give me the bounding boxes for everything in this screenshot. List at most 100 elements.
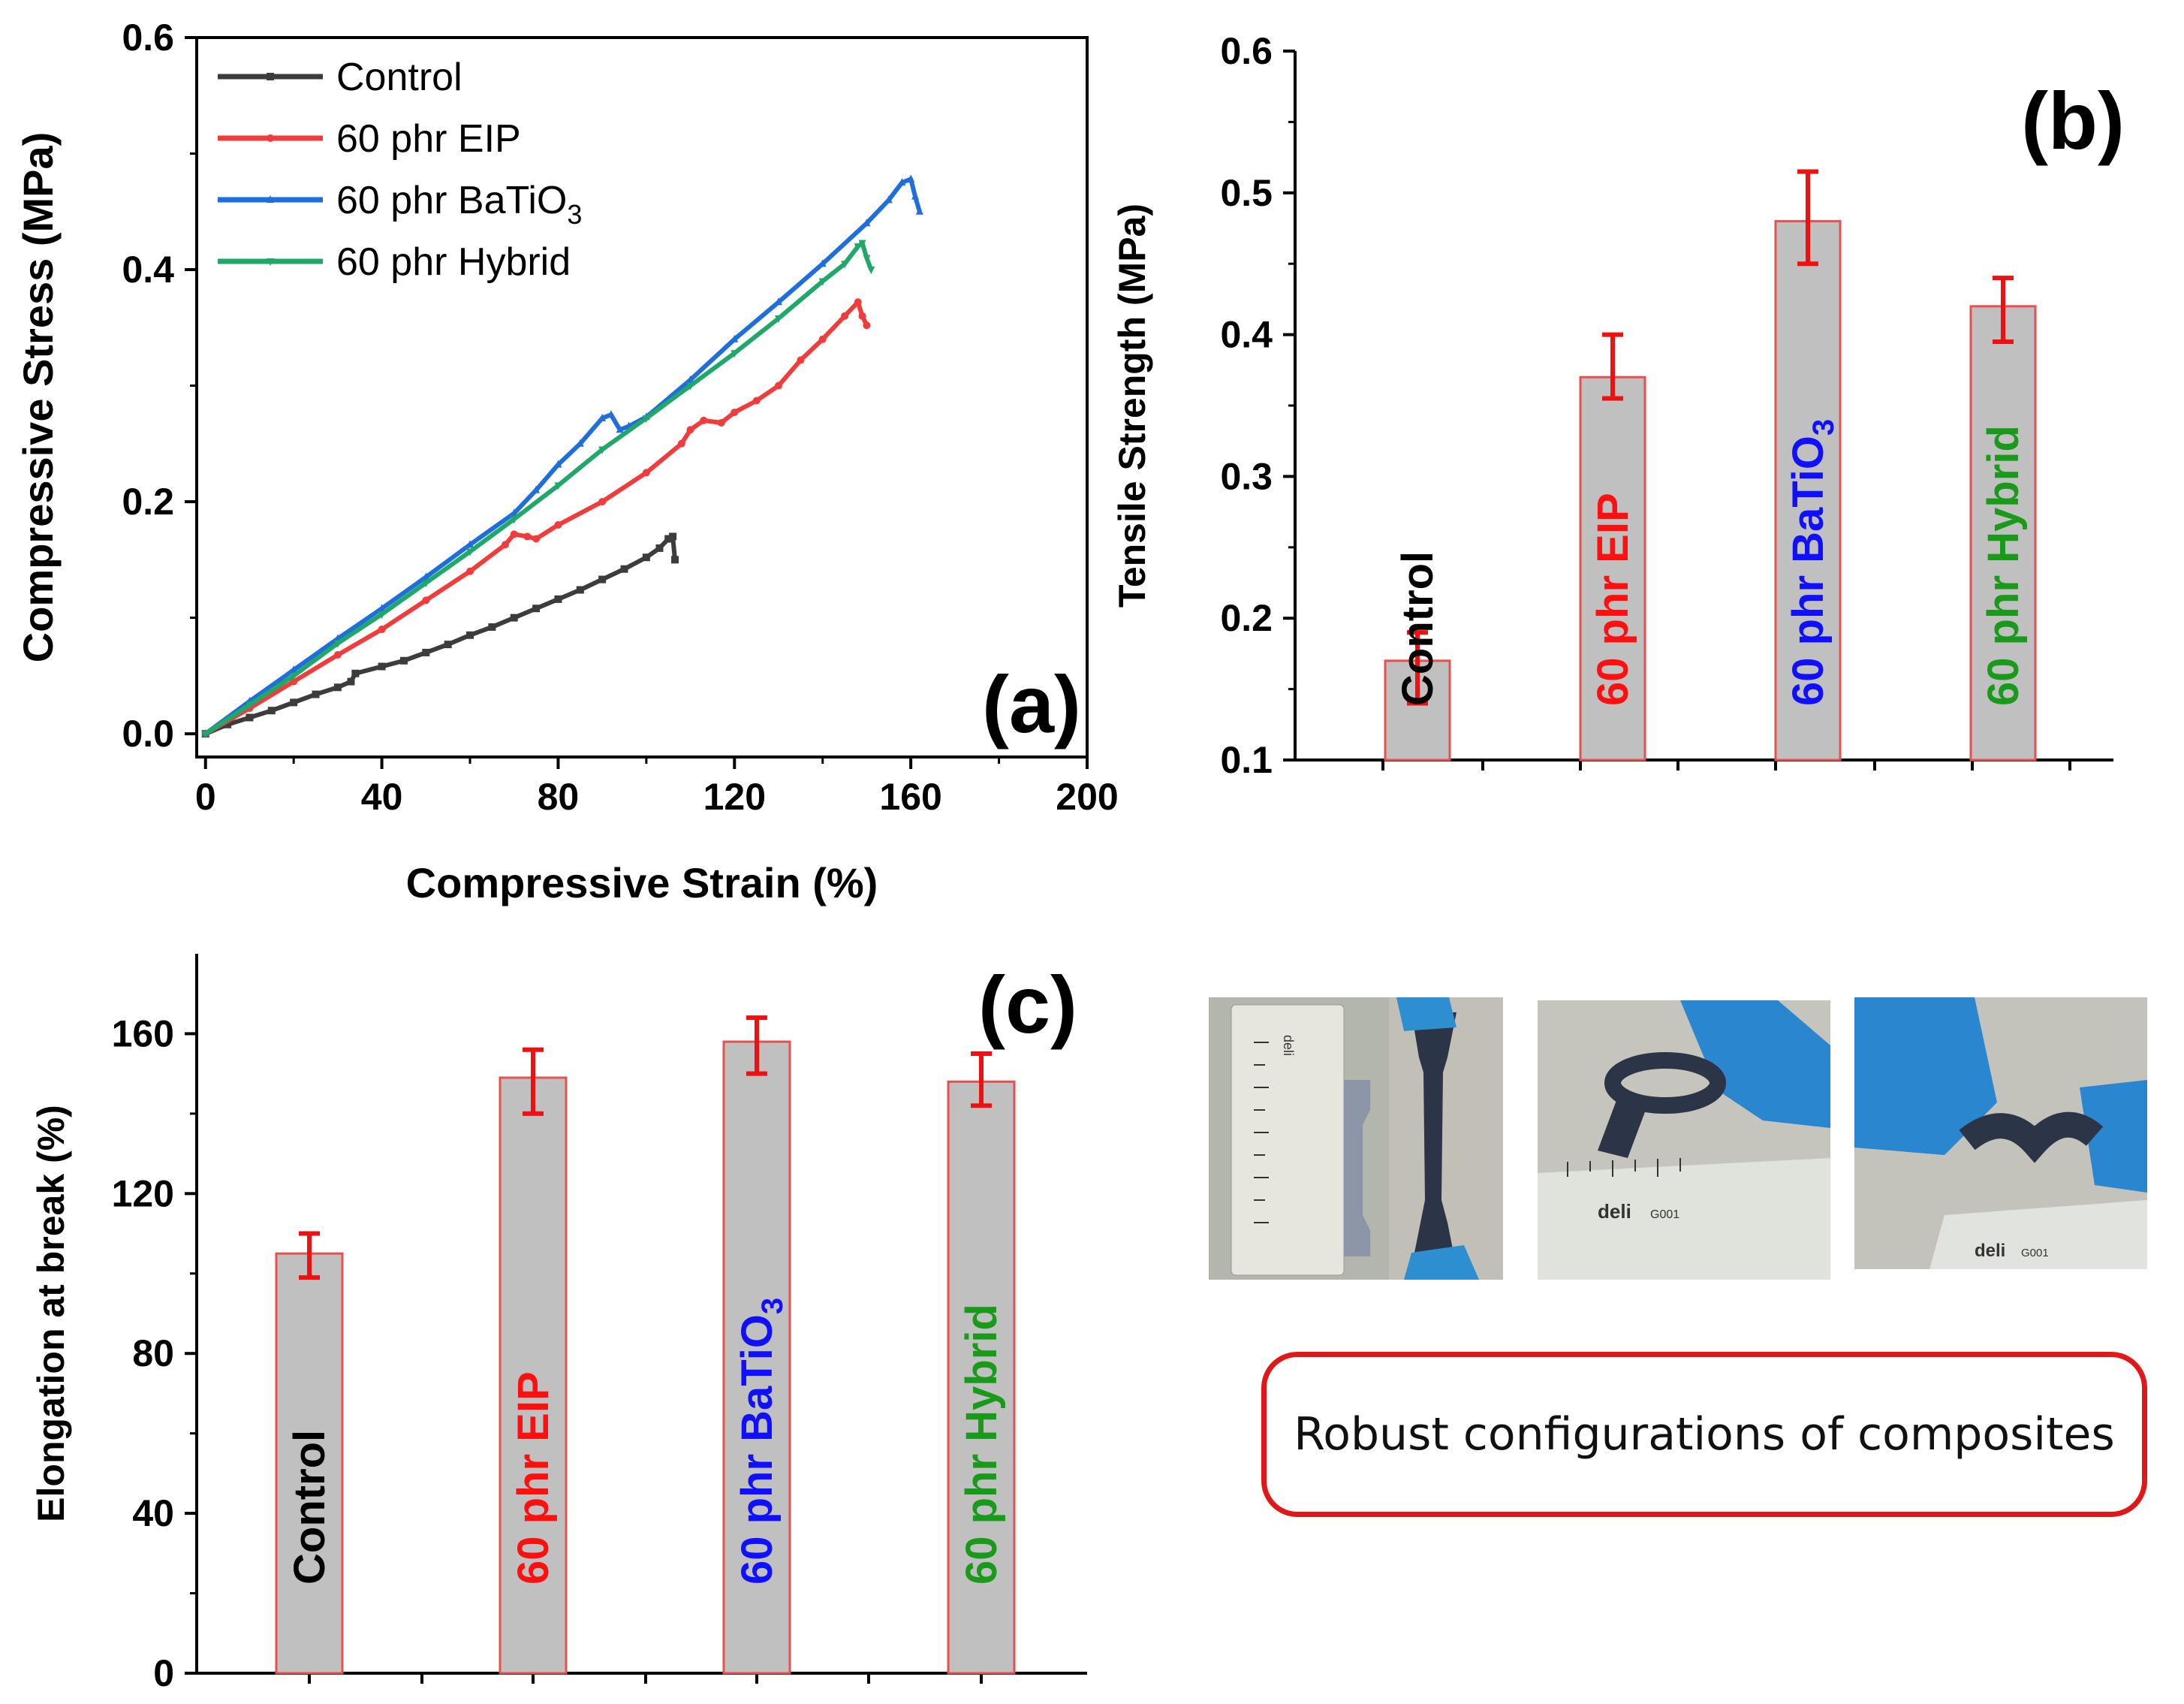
series-line — [204, 240, 874, 736]
bar-label-subscript: 3 — [756, 1298, 789, 1314]
data-point — [671, 556, 679, 564]
y-tick-label: 0 — [153, 1652, 174, 1694]
x-axis-label: Compressive Strain (%) — [406, 859, 878, 906]
bar — [722, 1040, 791, 1675]
bar-label-text: 60 phr Hybrid — [1979, 425, 2028, 706]
data-point — [466, 631, 474, 639]
data-point — [598, 413, 607, 421]
x-tick-label: 160 — [879, 776, 941, 818]
data-point — [664, 535, 673, 543]
data-point — [290, 665, 298, 674]
data-point — [532, 535, 541, 543]
y-tick-label: 0.6 — [122, 17, 174, 59]
chart-a: 0 40 80 120 160 200 0.0 0.2 0.4 0.6 Compressive St… — [14, 17, 1119, 906]
data-point — [333, 683, 342, 692]
data-point — [554, 482, 562, 490]
y-axis-label: Tensile Strength (MPa) — [1111, 204, 1153, 608]
ruler-brand-text: deli — [1281, 1035, 1296, 1056]
data-point — [907, 174, 915, 182]
data-point — [731, 350, 739, 358]
y-tick-label: 0.2 — [1220, 597, 1273, 639]
bar-group-control: Control — [1384, 551, 1451, 762]
legend-label: 60 phr EIP — [336, 117, 521, 161]
photo-folded-specimen: deli G001 — [1538, 1000, 1830, 1280]
bar — [499, 1076, 568, 1675]
data-point — [686, 375, 694, 383]
chart-b: 0.1 0.2 0.3 0.4 0.5 0.6 Tensile Strength (MPa)… — [1111, 30, 2125, 781]
y-tick-label: 0.4 — [122, 249, 174, 291]
data-point — [818, 259, 827, 267]
data-point — [642, 415, 650, 423]
y-tick-label: 0.2 — [122, 481, 174, 523]
data-point — [501, 541, 509, 549]
series-60-phr-eip — [201, 298, 871, 738]
data-point — [422, 572, 430, 581]
bar-label-text: Control — [285, 1430, 334, 1585]
y-tick-label: 0.4 — [1220, 314, 1273, 356]
bar-group-control: Control — [275, 1231, 344, 1675]
series-control — [201, 532, 679, 738]
data-point — [466, 548, 474, 556]
y-tick-label: 0.0 — [122, 713, 174, 755]
data-point — [731, 409, 739, 417]
data-point — [347, 677, 355, 686]
y-axis-label: Compressive Stress (MPa) — [14, 132, 62, 663]
bar-label-text: BaTiO — [733, 1314, 782, 1442]
legend-label-text: 60 phr EIP — [336, 117, 521, 161]
data-point — [884, 195, 893, 204]
bar — [1969, 305, 2037, 762]
data-point — [201, 731, 209, 739]
bar — [275, 1252, 344, 1675]
ruler-model-text: G001 — [2021, 1247, 2049, 1259]
data-point — [655, 544, 664, 552]
data-point — [554, 595, 562, 603]
data-point — [677, 439, 685, 448]
data-point — [841, 261, 849, 269]
data-point — [867, 267, 875, 275]
photo-dogbone-specimen: deli — [1209, 997, 1503, 1280]
data-point — [510, 508, 518, 517]
data-point — [576, 586, 584, 594]
bar-category-label: Control — [1393, 551, 1442, 706]
y-tick-label: 120 — [112, 1172, 174, 1214]
bar-group-60-phr-hybrid: 60 phr Hybrid — [1969, 276, 2037, 762]
legend-marker — [267, 195, 274, 203]
y-tick-label: 0.1 — [1220, 739, 1273, 781]
data-point — [620, 565, 628, 573]
data-point — [466, 567, 474, 575]
bar — [1579, 375, 1646, 762]
data-point — [422, 580, 430, 588]
data-point — [246, 713, 254, 722]
chart-c: 0 40 80 120 160 Elongation at break (%) Contro… — [30, 954, 1087, 1694]
panel-label-b: (b) — [2021, 75, 2125, 166]
y-tick-label: 80 — [132, 1332, 174, 1374]
y-tick-label: 0.6 — [1220, 30, 1273, 72]
x-tick-label: 0 — [195, 776, 216, 818]
caption-text: Robust configurations of composites — [1294, 1408, 2115, 1461]
data-point — [466, 540, 474, 548]
data-point — [312, 690, 320, 698]
data-point — [775, 382, 783, 390]
data-point — [686, 426, 694, 434]
data-point — [598, 446, 607, 454]
data-point — [841, 312, 849, 320]
legend-label: Control — [336, 56, 462, 99]
ruler-brand-text: deli — [1975, 1241, 2005, 1261]
legend-label-text: 60 phr Hybrid — [336, 240, 571, 284]
data-point — [488, 623, 496, 631]
bar-label-text: Control — [1393, 551, 1442, 706]
data-point — [576, 439, 584, 447]
data-point — [378, 611, 386, 619]
data-point — [510, 614, 518, 622]
y-axis-label: Elongation at break (%) — [30, 1105, 72, 1522]
legend-marker — [267, 258, 274, 266]
ruler-brand-text: deli — [1598, 1200, 1631, 1223]
data-point — [854, 298, 862, 306]
series-60-phr-batio3 — [201, 174, 923, 737]
legend-marker — [267, 134, 274, 142]
bar-group-60-phr-batio3: 60 phr BaTiO3 — [722, 1015, 791, 1675]
data-point — [399, 656, 408, 665]
y-tick-label: 160 — [112, 1012, 174, 1054]
bar-category-label: Control — [285, 1430, 334, 1585]
data-point — [686, 382, 694, 391]
